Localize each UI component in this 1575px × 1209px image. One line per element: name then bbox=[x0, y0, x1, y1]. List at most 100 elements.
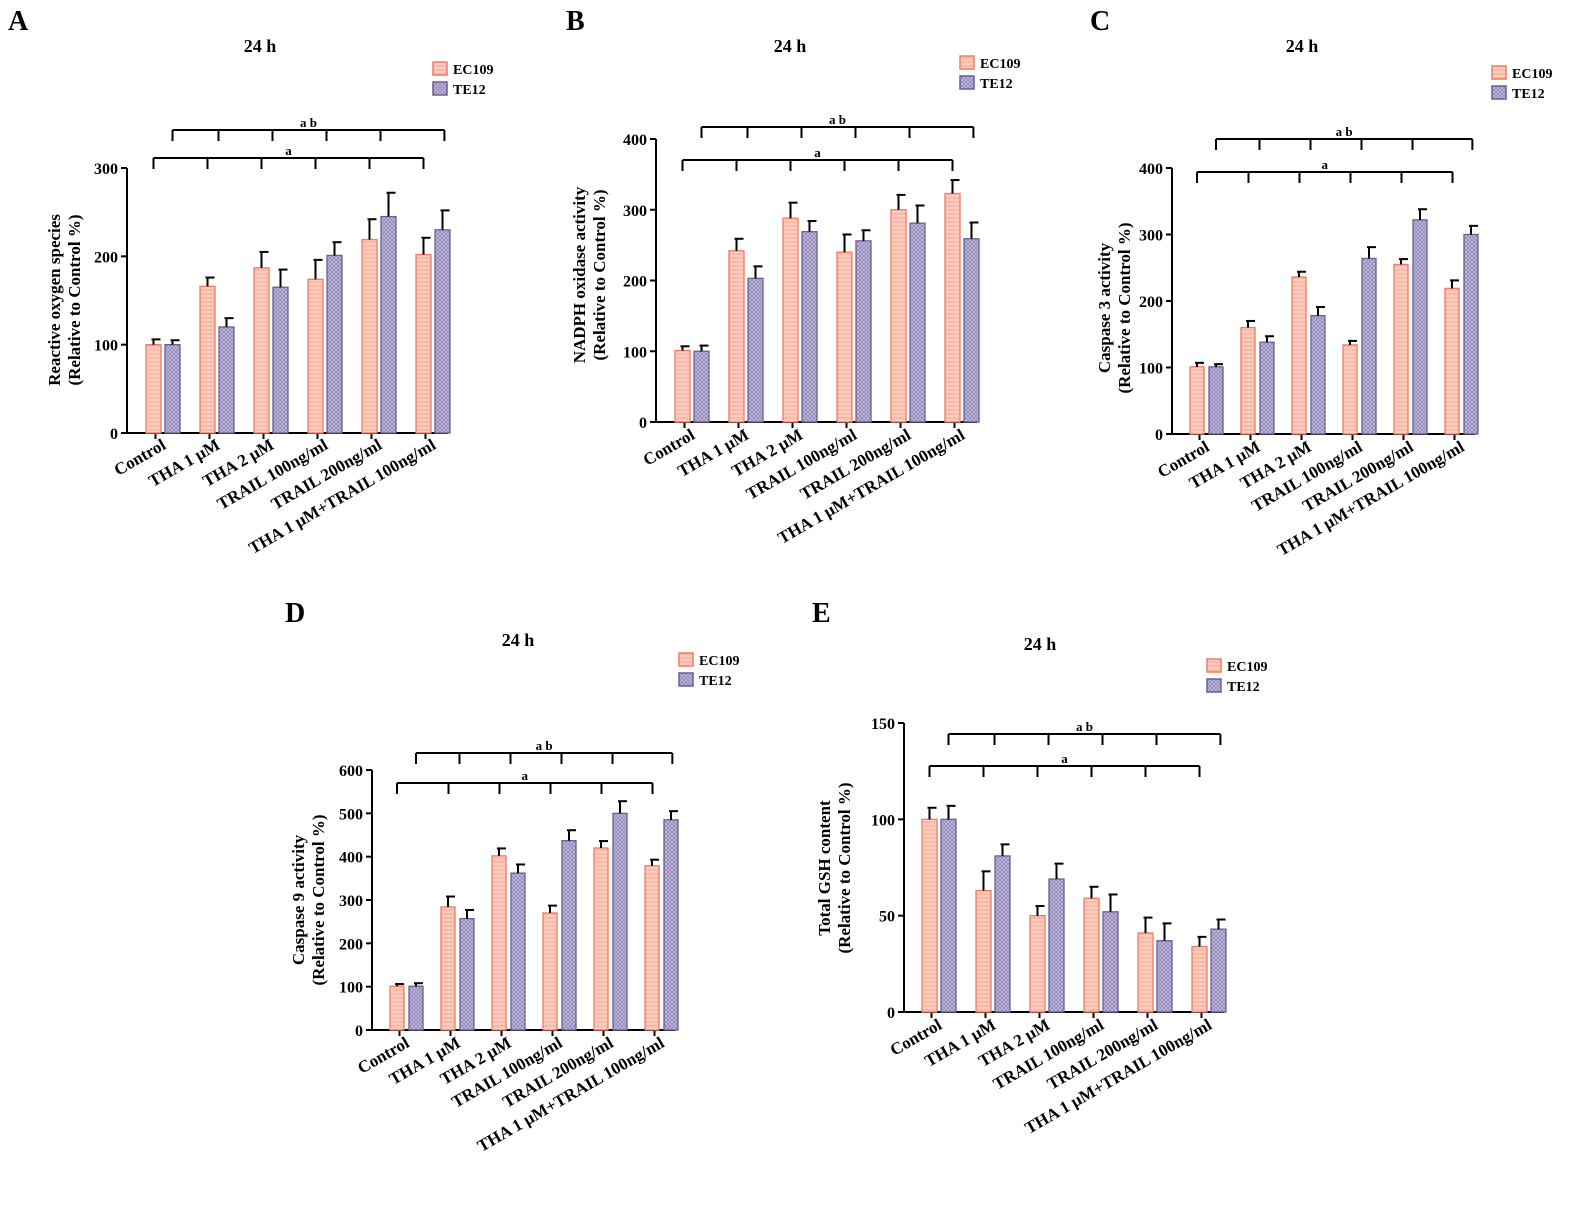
y-tick-label: 300 bbox=[339, 893, 363, 910]
panel-E: E 24 h EC109 TE12 0 50 100 150 Total GSH content… bbox=[812, 598, 1267, 1138]
chart-title: 24 h bbox=[1286, 36, 1319, 56]
bar-ec109 bbox=[593, 847, 609, 1031]
bar-te12 bbox=[940, 818, 957, 1013]
bar-te12 bbox=[855, 240, 872, 423]
bar-ec109 bbox=[1137, 932, 1154, 1013]
y-tick-label: 400 bbox=[339, 850, 363, 867]
y-tick-label: 100 bbox=[1139, 361, 1163, 378]
legend-label-ec109: EC109 bbox=[1512, 67, 1552, 82]
legend-label-ec109: EC109 bbox=[453, 63, 493, 78]
legend-label-te12: TE12 bbox=[699, 674, 732, 689]
bar-ec109 bbox=[542, 912, 558, 1031]
bar-ec109 bbox=[1029, 915, 1046, 1013]
y-tick-label: 100 bbox=[94, 338, 118, 355]
bar-ec109 bbox=[1083, 897, 1100, 1013]
bar-te12 bbox=[963, 238, 980, 423]
bar-ec109 bbox=[491, 855, 507, 1031]
sig-label-a: a bbox=[285, 143, 292, 158]
bar-te12 bbox=[1310, 314, 1326, 435]
y-tick-label: 200 bbox=[623, 274, 647, 291]
legend-swatch-ec109 bbox=[959, 55, 975, 70]
y-axis-label-line: Reactive oxygen species bbox=[45, 214, 64, 386]
bar-ec109 bbox=[728, 250, 745, 423]
y-axis-label-line: Total GSH content bbox=[815, 800, 834, 936]
sig-label-ab: a b bbox=[829, 112, 846, 127]
bar-ec109 bbox=[644, 865, 660, 1031]
bar-te12 bbox=[1463, 233, 1479, 435]
sig-label-ab: a b bbox=[300, 115, 317, 130]
y-axis-label-line: Caspase 9 activity bbox=[289, 834, 308, 965]
y-tick-label: 100 bbox=[623, 344, 647, 361]
bar-te12 bbox=[380, 215, 397, 434]
chart-title: 24 h bbox=[774, 36, 807, 56]
bar-ec109 bbox=[674, 349, 691, 423]
y-axis-label: Reactive oxygen species(Relative to Cont… bbox=[45, 214, 84, 386]
y-axis-label-line: (Relative to Control %) bbox=[590, 189, 609, 360]
y-axis-label: Total GSH content(Relative to Control %) bbox=[815, 782, 854, 953]
panel-label: E bbox=[812, 598, 831, 629]
sig-label-a: a bbox=[1322, 157, 1329, 172]
legend-label-te12: TE12 bbox=[1227, 680, 1260, 695]
bar-te12 bbox=[164, 344, 181, 434]
bar-ec109 bbox=[199, 285, 216, 434]
bar-te12 bbox=[326, 254, 343, 434]
panel-A: A 24 h EC109 TE12 0 100 200 300 Reactive oxygen … bbox=[8, 6, 493, 558]
bar-te12 bbox=[510, 872, 526, 1031]
bar-te12 bbox=[459, 917, 475, 1031]
legend-label-te12: TE12 bbox=[1512, 87, 1545, 102]
bar-te12 bbox=[1156, 940, 1173, 1013]
y-tick-label: 100 bbox=[871, 812, 895, 829]
bar-ec109 bbox=[944, 192, 961, 423]
y-tick-label: 600 bbox=[339, 763, 363, 780]
bar-te12 bbox=[218, 326, 235, 434]
legend-swatch-te12 bbox=[1206, 678, 1222, 693]
chart-title: 24 h bbox=[502, 630, 535, 650]
y-tick-label: 0 bbox=[887, 1005, 895, 1022]
y-axis-label: NADPH oxidase activity(Relative to Contr… bbox=[570, 186, 609, 363]
bar-te12 bbox=[1361, 257, 1377, 435]
panel-label: C bbox=[1090, 6, 1110, 37]
y-tick-label: 0 bbox=[355, 1023, 363, 1040]
bar-ec109 bbox=[361, 238, 378, 434]
legend-swatch-ec109 bbox=[432, 61, 448, 76]
y-axis-label-line: (Relative to Control %) bbox=[835, 782, 854, 953]
panel-label: D bbox=[285, 598, 305, 629]
legend-swatch-te12 bbox=[432, 81, 448, 96]
sig-label-a: a bbox=[522, 768, 529, 783]
bar-ec109 bbox=[1189, 366, 1205, 435]
bar-ec109 bbox=[836, 251, 853, 423]
bar-te12 bbox=[747, 277, 764, 423]
bar-te12 bbox=[434, 229, 451, 434]
legend-label-ec109: EC109 bbox=[1227, 660, 1267, 675]
bar-ec109 bbox=[1393, 263, 1409, 435]
sig-label-a: a bbox=[1061, 751, 1068, 766]
sig-label-a: a bbox=[814, 145, 821, 160]
bar-ec109 bbox=[1342, 344, 1358, 435]
bar-ec109 bbox=[389, 985, 405, 1031]
panel-D: D 24 h EC109 TE12 0 100 200 300 400 500 600 Caspase… bbox=[285, 598, 739, 1156]
panel-B: B 24 h EC109 TE12 0 100 200 300 400 NADPH oxidase… bbox=[566, 6, 1020, 548]
y-axis-label-line: (Relative to Control %) bbox=[65, 214, 84, 385]
legend-label-te12: TE12 bbox=[980, 77, 1013, 92]
y-tick-label: 500 bbox=[339, 806, 363, 823]
bar-ec109 bbox=[307, 278, 324, 434]
y-tick-label: 150 bbox=[871, 716, 895, 733]
legend-swatch-ec109 bbox=[1206, 658, 1222, 673]
y-tick-label: 50 bbox=[879, 909, 895, 926]
panel-C: C 24 h EC109 TE12 0 100 200 300 400 Caspase 3 act… bbox=[1090, 6, 1552, 560]
bar-te12 bbox=[1259, 341, 1275, 435]
bar-te12 bbox=[272, 286, 289, 434]
y-axis-label-line: (Relative to Control %) bbox=[1115, 222, 1134, 393]
y-axis-label-line: NADPH oxidase activity bbox=[570, 186, 589, 363]
bar-ec109 bbox=[782, 217, 799, 423]
y-tick-label: 200 bbox=[1139, 294, 1163, 311]
panel-label: A bbox=[8, 6, 29, 37]
bar-te12 bbox=[909, 222, 926, 423]
bar-ec109 bbox=[440, 906, 456, 1031]
y-axis-label: Caspase 9 activity(Relative to Control %… bbox=[289, 814, 328, 985]
bar-ec109 bbox=[890, 209, 907, 423]
legend-label-ec109: EC109 bbox=[699, 654, 739, 669]
y-tick-label: 400 bbox=[1139, 161, 1163, 178]
bar-ec109 bbox=[1444, 287, 1460, 435]
legend-swatch-ec109 bbox=[678, 652, 694, 667]
